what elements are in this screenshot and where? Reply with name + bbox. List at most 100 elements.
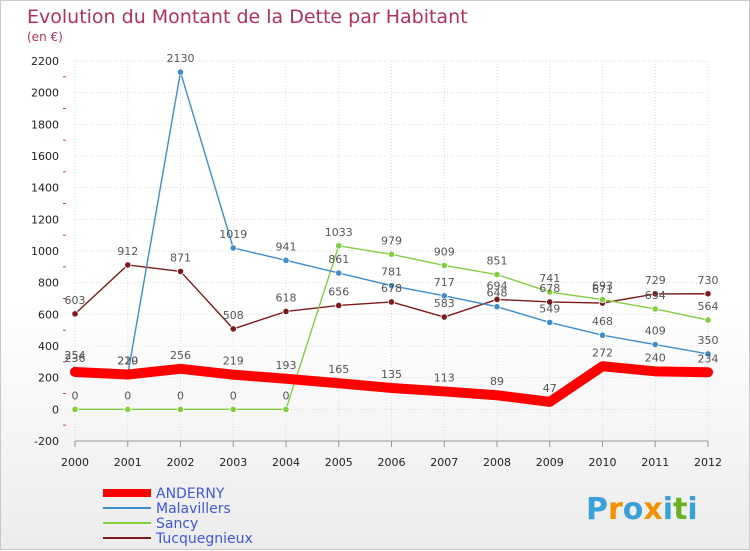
logo-letter: r	[608, 492, 623, 527]
data-point	[229, 325, 237, 333]
data-point	[176, 405, 185, 413]
data-label: 634	[645, 289, 666, 302]
data-point	[652, 368, 659, 375]
data-label: 272	[592, 346, 613, 359]
data-point	[72, 368, 78, 375]
x-tick-label: 2000	[61, 456, 89, 469]
legend-label: Sancy	[156, 516, 198, 532]
data-point	[704, 316, 712, 324]
y-tick-label: 1800	[31, 118, 59, 131]
data-point	[388, 384, 395, 391]
data-point	[387, 282, 396, 290]
y-tick-label: 1400	[31, 182, 59, 195]
data-label: 508	[223, 309, 244, 322]
data-label: 2130	[167, 52, 195, 65]
proxiti-logo: Proxiti	[586, 492, 698, 527]
data-label: 941	[276, 240, 297, 253]
data-label: 730	[698, 274, 719, 287]
data-point	[546, 298, 554, 306]
data-point	[493, 303, 501, 311]
axes: -200020040060080010001200140016001800200…	[31, 55, 722, 469]
data-point	[705, 369, 711, 376]
data-label: 234	[698, 352, 719, 365]
data-label: 165	[328, 363, 349, 376]
data-label: 909	[434, 245, 455, 258]
data-point	[282, 405, 290, 413]
data-point	[124, 371, 131, 378]
legend-label: ANDERNY	[156, 486, 225, 502]
data-label: 871	[170, 251, 191, 264]
data-label: 409	[645, 325, 666, 338]
y-tick-label: 400	[38, 340, 59, 353]
data-label: 549	[539, 302, 560, 315]
x-tick-label: 2006	[378, 456, 406, 469]
data-label: 89	[490, 375, 504, 388]
data-label: 741	[539, 272, 560, 285]
data-point	[493, 295, 501, 304]
data-label: 113	[434, 371, 455, 384]
series-lines	[70, 68, 713, 413]
data-label: 564	[698, 300, 719, 313]
data-point	[176, 68, 185, 76]
data-point	[441, 388, 448, 395]
data-label: 254	[65, 349, 86, 362]
x-tick-label: 2003	[219, 456, 247, 469]
data-point	[335, 380, 342, 387]
y-tick-label: 600	[38, 308, 59, 321]
data-point	[440, 261, 448, 270]
logo-letter: o	[623, 492, 644, 527]
data-label: 0	[72, 389, 79, 402]
y-tick-label: -200	[34, 435, 59, 448]
logo-letter: x	[643, 492, 662, 527]
legend-label: Malavillers	[156, 501, 231, 517]
data-point	[598, 331, 607, 339]
data-point	[282, 307, 290, 316]
logo-letter: i	[687, 492, 697, 527]
data-label: 240	[645, 351, 666, 364]
data-label: 219	[223, 355, 244, 368]
data-label: 671	[592, 283, 613, 296]
data-label: 1033	[325, 226, 353, 239]
data-label: 618	[276, 291, 297, 304]
data-label: 135	[381, 368, 402, 381]
y-tick-label: 1600	[31, 150, 59, 163]
chart-title: Evolution du Montant de la Dette par Hab…	[27, 6, 468, 28]
data-point	[387, 250, 396, 258]
data-label: 219	[117, 355, 138, 368]
data-label: 781	[381, 266, 402, 279]
x-tick-label: 2008	[483, 456, 511, 469]
y-tick-label: 2000	[31, 87, 59, 100]
data-label: 256	[170, 349, 191, 362]
data-point	[335, 301, 343, 310]
data-point	[282, 256, 290, 264]
y-tick-label: 200	[38, 372, 59, 385]
data-label: 0	[124, 389, 131, 402]
y-tick-label: 0	[52, 403, 59, 416]
data-point	[177, 365, 184, 372]
data-point	[598, 296, 607, 304]
logo-letter: P	[586, 492, 608, 527]
x-tick-label: 2012	[694, 456, 722, 469]
data-point	[494, 392, 500, 399]
data-point	[335, 242, 343, 250]
data-label: 912	[117, 245, 138, 258]
data-point	[704, 350, 712, 358]
legend-label: Tucquegnieux	[155, 531, 253, 547]
x-tick-label: 2007	[430, 456, 458, 469]
data-labels: 603 912 871 508 618 656 678 583 694 678 671 729 730 0…	[65, 52, 719, 402]
data-label: 468	[592, 315, 613, 328]
x-tick-label: 2009	[536, 456, 564, 469]
data-point	[651, 305, 659, 313]
data-label: 648	[487, 287, 508, 300]
data-label: 678	[381, 282, 402, 295]
data-label: 678	[539, 282, 560, 295]
y-tick-label: 1000	[31, 245, 59, 258]
chart-subtitle: (en €)	[27, 30, 63, 44]
data-point	[599, 363, 606, 370]
data-label: 0	[230, 389, 237, 402]
grid-lines	[74, 60, 709, 442]
data-point	[704, 290, 712, 298]
data-point	[71, 405, 79, 413]
data-label: 0	[283, 389, 290, 402]
